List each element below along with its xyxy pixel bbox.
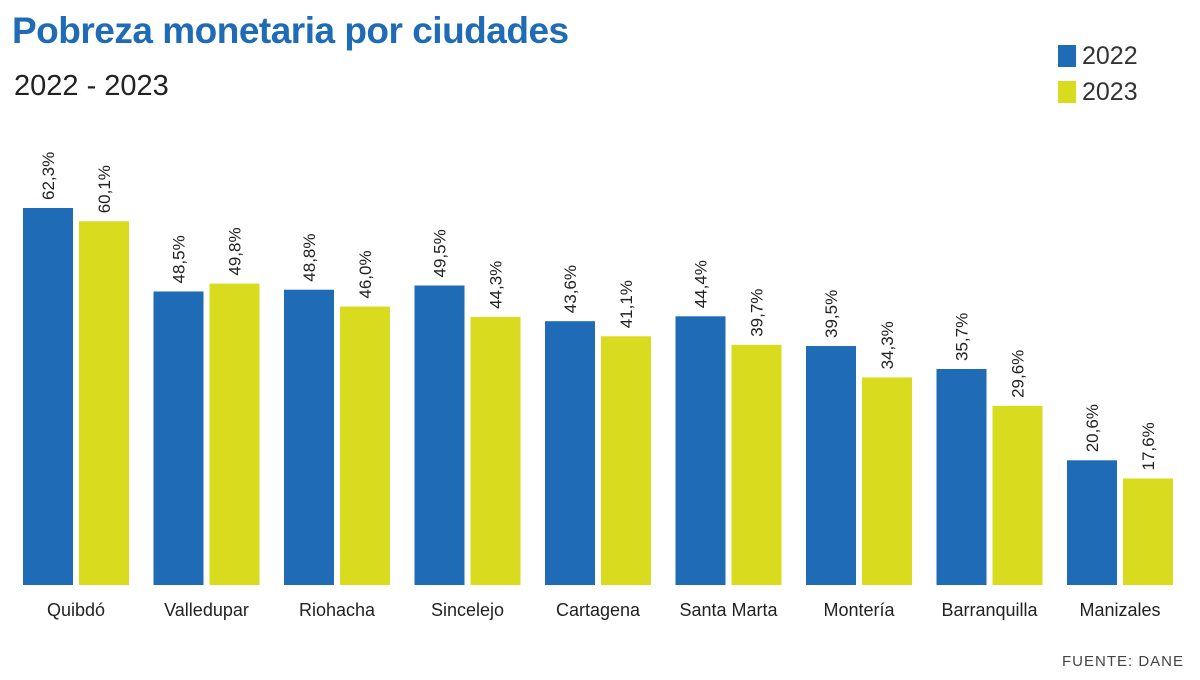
bar-riohacha-2022 xyxy=(284,289,334,585)
bar-quibdo-2023 xyxy=(79,221,129,586)
bar-valledupar-2023 xyxy=(209,283,260,585)
data-label-manizales-2023: 17,6% xyxy=(1139,422,1158,470)
data-label-monteria-2022: 39,5% xyxy=(822,290,841,338)
data-label-monteria-2023: 34,3% xyxy=(878,321,897,369)
bar-manizales-2022 xyxy=(1067,460,1117,585)
category-label-sincelejo: Sincelejo xyxy=(431,600,504,620)
chart-title: Pobreza monetaria por ciudades xyxy=(12,10,569,51)
category-label-santa-marta: Santa Marta xyxy=(679,600,778,620)
data-label-riohacha-2022: 48,8% xyxy=(300,233,319,281)
data-label-sincelejo-2022: 49,5% xyxy=(431,229,450,277)
source-note: FUENTE: DANE xyxy=(1061,653,1184,670)
data-label-manizales-2022: 20,6% xyxy=(1083,404,1102,452)
bar-valledupar-2022 xyxy=(153,291,204,585)
legend-label-2022: 2022 xyxy=(1082,41,1138,70)
category-label-cartagena: Cartagena xyxy=(556,600,641,620)
data-label-santa-marta-2022: 44,4% xyxy=(692,260,711,308)
bar-riohacha-2023 xyxy=(340,306,390,585)
bar-cartagena-2023 xyxy=(601,336,651,585)
bar-sincelejo-2023 xyxy=(470,316,521,585)
data-label-valledupar-2022: 48,5% xyxy=(170,235,189,283)
bar-monteria-2022 xyxy=(806,346,856,585)
data-label-cartagena-2022: 43,6% xyxy=(561,265,580,313)
legend-swatch-2023 xyxy=(1058,81,1076,103)
data-label-barranquilla-2022: 35,7% xyxy=(953,313,972,361)
category-label-riohacha: Riohacha xyxy=(299,600,376,620)
data-label-valledupar-2023: 49,8% xyxy=(226,227,245,275)
category-label-monteria: Montería xyxy=(823,600,895,620)
legend-item-2023: 2023 xyxy=(1058,74,1138,110)
bar-cartagena-2022 xyxy=(545,321,595,585)
bar-santa-marta-2023 xyxy=(731,344,782,585)
legend-swatch-2022 xyxy=(1058,45,1076,67)
category-label-quibdo: Quibdó xyxy=(47,600,105,620)
data-label-barranquilla-2023: 29,6% xyxy=(1009,350,1028,398)
bar-santa-marta-2022 xyxy=(675,316,726,585)
bar-monteria-2023 xyxy=(862,377,912,585)
data-label-santa-marta-2023: 39,7% xyxy=(748,289,767,337)
bar-barranquilla-2022 xyxy=(936,369,987,585)
legend: 2022 2023 xyxy=(1058,38,1138,110)
bar-manizales-2023 xyxy=(1123,478,1173,585)
bar-quibdo-2022 xyxy=(23,208,73,585)
category-label-barranquilla: Barranquilla xyxy=(941,600,1038,620)
data-label-riohacha-2023: 46,0% xyxy=(356,250,375,298)
legend-label-2023: 2023 xyxy=(1082,77,1138,106)
category-label-valledupar: Valledupar xyxy=(164,600,249,620)
legend-item-2022: 2022 xyxy=(1058,38,1138,74)
data-label-quibdo-2023: 60,1% xyxy=(95,165,114,213)
data-label-sincelejo-2023: 44,3% xyxy=(487,261,506,309)
category-label-manizales: Manizales xyxy=(1079,600,1160,620)
chart-subtitle: 2022 - 2023 xyxy=(14,70,169,102)
bar-sincelejo-2022 xyxy=(414,285,465,585)
data-label-quibdo-2022: 62,3% xyxy=(39,152,58,200)
data-label-cartagena-2023: 41,1% xyxy=(617,280,636,328)
bar-barranquilla-2023 xyxy=(992,405,1043,585)
